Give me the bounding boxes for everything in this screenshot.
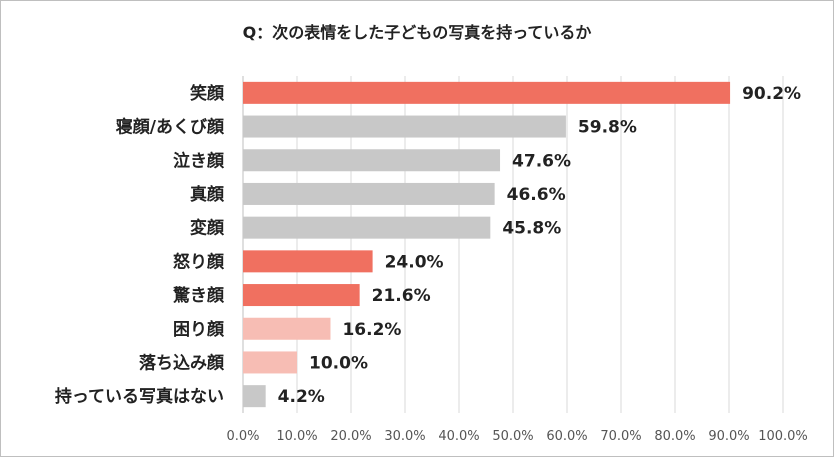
data-label: 46.6% bbox=[507, 185, 566, 205]
data-label: 16.2% bbox=[342, 320, 401, 340]
x-tick-label: 80.0% bbox=[654, 429, 695, 444]
category-label: 変顔 bbox=[190, 218, 225, 239]
x-tick-label: 100.0% bbox=[758, 429, 808, 444]
bar bbox=[243, 317, 331, 340]
bars bbox=[243, 81, 731, 408]
bar bbox=[243, 385, 266, 408]
x-tick-label: 90.0% bbox=[708, 429, 749, 444]
category-label: 驚き顔 bbox=[173, 285, 225, 306]
x-tick-label: 20.0% bbox=[330, 429, 371, 444]
x-tick-label: 30.0% bbox=[384, 429, 425, 444]
chart-title: Q：次の表情をした子どもの写真を持っているか bbox=[243, 23, 592, 42]
category-label: 寝顔/あくび顔 bbox=[116, 117, 225, 138]
data-label: 45.8% bbox=[502, 219, 561, 239]
x-tick-label: 70.0% bbox=[600, 429, 641, 444]
category-label: 泣き顔 bbox=[173, 150, 225, 171]
x-tick-label: 60.0% bbox=[546, 429, 587, 444]
data-label: 4.2% bbox=[278, 387, 325, 407]
data-label: 47.6% bbox=[512, 151, 571, 171]
value-labels: 90.2% 59.8% 47.6% 46.6% 45.8% 24.0% 21.6% 16.2%… bbox=[278, 84, 801, 407]
x-tick-label: 0.0% bbox=[226, 429, 259, 444]
category-label: 困り顔 bbox=[173, 319, 225, 340]
bar bbox=[243, 351, 297, 374]
bar bbox=[243, 182, 495, 205]
bar bbox=[243, 250, 373, 273]
category-label: 笑顔 bbox=[190, 83, 225, 104]
data-label: 10.0% bbox=[309, 353, 368, 373]
category-label: 落ち込み顔 bbox=[139, 352, 225, 373]
bar bbox=[243, 149, 501, 172]
data-label: 90.2% bbox=[742, 84, 801, 104]
category-label: 怒り顔 bbox=[173, 251, 225, 272]
x-axis-tick-labels: 0.0% 10.0% 20.0% 30.0% 40.0% 50.0% 60.0% 70.0% 8… bbox=[226, 429, 807, 444]
category-label: 持っている写真はない bbox=[55, 386, 224, 407]
x-tick-label: 50.0% bbox=[492, 429, 533, 444]
x-tick-label: 40.0% bbox=[438, 429, 479, 444]
data-label: 59.8% bbox=[578, 118, 637, 138]
category-label: 真顔 bbox=[190, 184, 225, 205]
data-label: 21.6% bbox=[372, 286, 431, 306]
bar bbox=[243, 81, 731, 104]
x-tick-label: 10.0% bbox=[276, 429, 317, 444]
bar bbox=[243, 284, 360, 307]
data-label: 24.0% bbox=[385, 252, 444, 272]
bar bbox=[243, 216, 491, 239]
bar bbox=[243, 115, 566, 138]
